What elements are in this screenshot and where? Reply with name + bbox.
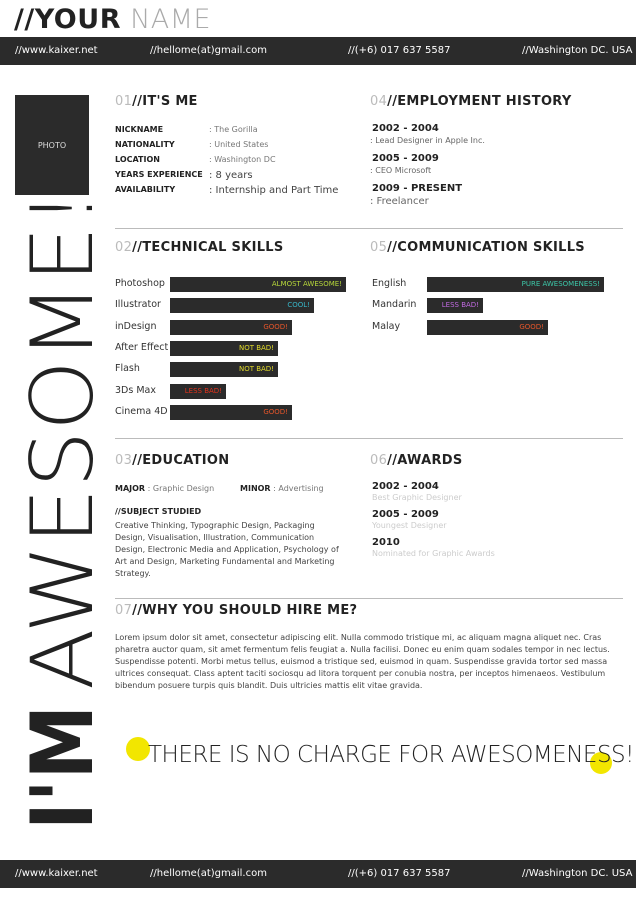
job-role: : Freelancer xyxy=(370,196,429,207)
about-value: : The Gorilla xyxy=(209,125,258,134)
headline: I'M AWESOME! xyxy=(13,190,110,830)
skill-bar: NOT BAD! xyxy=(170,362,278,378)
about-value: : Internship and Part Time xyxy=(209,185,339,196)
email: //hellome(at)gmail.com xyxy=(150,868,267,879)
quote-dot xyxy=(126,737,150,761)
skill-bar: ALMOST AWESOME! xyxy=(170,277,346,292)
headline-a: I'M xyxy=(13,705,110,830)
skill-name: Photoshop xyxy=(115,278,165,289)
phone: //(+6) 017 637 5587 xyxy=(348,868,451,879)
section-label: //IT'S ME xyxy=(132,94,198,109)
job-role: : CEO Microsoft xyxy=(370,166,432,175)
section-number: 01 xyxy=(115,94,133,109)
section-title: 02//TECHNICAL SKILLS xyxy=(115,240,284,255)
about-label: LOCATION xyxy=(115,155,160,164)
quote: THERE IS NO CHARGE FOR AWESOMENESS! xyxy=(148,742,634,768)
headline-b: AWESOME! xyxy=(13,190,110,690)
photo: PHOTO xyxy=(15,95,89,195)
award-years: 2005 - 2009 xyxy=(372,509,439,520)
job-years: 2005 - 2009 xyxy=(372,153,439,164)
website: //www.kaixer.net xyxy=(15,45,98,56)
skill-bar: GOOD! xyxy=(170,319,292,335)
about-label: NATIONALITY xyxy=(115,140,175,149)
job-years: 2002 - 2004 xyxy=(372,123,439,134)
about-label: AVAILABILITY xyxy=(115,185,176,194)
award-desc: Nominated for Graphic Awards xyxy=(372,549,495,558)
section-number: 07 xyxy=(115,603,133,618)
skill-name: 3Ds Max xyxy=(115,384,156,396)
footer-bar: //www.kaixer.net //hellome(at)gmail.com … xyxy=(0,860,636,888)
about-label: YEARS EXPERIENCE xyxy=(115,170,203,179)
skill-bar: LESS BAD! xyxy=(170,383,226,399)
about-value: : Washington DC xyxy=(209,155,276,164)
section-title: 04//EMPLOYMENT HISTORY xyxy=(370,94,572,109)
subjects: Creative Thinking, Typographic Design, P… xyxy=(115,521,339,578)
name-last: NAME xyxy=(130,4,212,35)
skill-bar: GOOD! xyxy=(427,319,548,335)
section-label: //TECHNICAL SKILLS xyxy=(132,240,284,255)
award-desc: Youngest Designer xyxy=(372,521,447,530)
email: //hellome(at)gmail.com xyxy=(150,45,267,56)
skill-name: Illustrator xyxy=(115,299,161,311)
skill-bar: GOOD! xyxy=(170,404,292,420)
about-value: : United States xyxy=(209,140,269,149)
skill-name: Flash xyxy=(115,363,140,375)
section-label: //COMMUNICATION SKILLS xyxy=(387,240,585,255)
divider xyxy=(115,438,623,439)
section-title: 07//WHY YOU SHOULD HIRE ME? xyxy=(115,603,357,618)
name-first: //YOUR xyxy=(14,4,121,35)
section-number: 04 xyxy=(370,94,388,109)
major-label: MAJOR xyxy=(115,484,146,493)
section-number: 02 xyxy=(115,240,133,255)
section-label: //EMPLOYMENT HISTORY xyxy=(387,94,572,109)
skill-name: Malay xyxy=(372,320,401,332)
award-years: 2002 - 2004 xyxy=(372,481,439,492)
minor-value: : Advertising xyxy=(273,484,324,493)
section-title: 03//EDUCATION xyxy=(115,453,229,468)
contact-bar: //www.kaixer.net //hellome(at)gmail.com … xyxy=(0,37,636,65)
skill-name: After Effect xyxy=(115,341,169,353)
section-label: //WHY YOU SHOULD HIRE ME? xyxy=(132,603,358,618)
section-number: 03 xyxy=(115,453,133,468)
section-title: 06//AWARDS xyxy=(370,453,463,468)
skill-name: Mandarin xyxy=(372,299,417,311)
location: //Washington DC. USA xyxy=(522,868,633,879)
subjects-title: //SUBJECT STUDIED xyxy=(115,507,202,516)
section-number: 05 xyxy=(370,240,388,255)
hire-body: Lorem ipsum dolor sit amet, consectetur … xyxy=(115,633,610,690)
section-title: 01//IT'S ME xyxy=(115,94,198,109)
minor: MINOR : Advertising xyxy=(240,484,324,493)
about-value: : 8 years xyxy=(209,170,253,181)
skill-bar: NOT BAD! xyxy=(170,340,278,356)
job-years: 2009 - PRESENT xyxy=(372,183,463,194)
major-value: : Graphic Design xyxy=(147,484,215,493)
section-label: //EDUCATION xyxy=(132,453,230,468)
name-heading: //YOUR NAME xyxy=(14,4,211,35)
skill-bar: COOL! xyxy=(170,298,314,314)
website: //www.kaixer.net xyxy=(15,868,98,879)
minor-label: MINOR xyxy=(240,484,271,493)
job-role: : Lead Designer in Apple Inc. xyxy=(370,136,485,145)
award-desc: Best Graphic Designer xyxy=(372,493,462,502)
section-number: 06 xyxy=(370,453,388,468)
phone: //(+6) 017 637 5587 xyxy=(348,45,451,56)
quote-dot xyxy=(590,752,612,774)
section-title: 05//COMMUNICATION SKILLS xyxy=(370,240,585,255)
skill-name: inDesign xyxy=(115,320,157,332)
divider xyxy=(115,228,623,229)
section-label: //AWARDS xyxy=(387,453,463,468)
divider xyxy=(115,598,623,599)
about-label: NICKNAME xyxy=(115,125,164,134)
skill-bar: LESS BAD! xyxy=(427,298,483,314)
skill-name: English xyxy=(372,278,407,289)
major: MAJOR : Graphic Design xyxy=(115,484,214,493)
skill-bar: PURE AWESOMENESS! xyxy=(427,277,604,292)
location: //Washington DC. USA xyxy=(522,45,633,56)
skill-name: Cinema 4D xyxy=(115,405,168,417)
award-years: 2010 xyxy=(372,537,400,548)
